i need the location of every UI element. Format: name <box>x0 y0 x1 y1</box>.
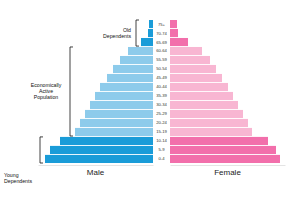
x-axis <box>171 165 286 166</box>
group-label-line: Dependents <box>4 178 32 184</box>
bar <box>80 119 153 127</box>
category-label: 20-24 <box>156 120 167 125</box>
chart: 0-4 5-9 10-14 15-19 20-24 25-29 30-34 35-39 40-4… <box>0 0 300 200</box>
category-label: 75+ <box>158 22 166 27</box>
category-label: 65-69 <box>156 40 167 45</box>
bar <box>149 20 153 28</box>
category-label: 25-29 <box>156 111 167 116</box>
bar <box>170 146 276 154</box>
bar <box>170 101 238 109</box>
bar <box>170 38 188 46</box>
group-label: YoungDependents <box>4 172 32 184</box>
category-label: 15-19 <box>156 129 167 134</box>
bar <box>45 155 153 163</box>
group-label: OldDependents <box>103 27 131 39</box>
bracket <box>40 137 43 163</box>
x-axis <box>39 165 154 166</box>
bar <box>120 56 153 64</box>
bar <box>50 146 153 154</box>
bracket <box>136 20 139 46</box>
bar <box>170 128 252 136</box>
category-label: 30-34 <box>156 102 167 107</box>
bar <box>107 74 153 82</box>
bars <box>45 20 280 163</box>
category-label: 40-44 <box>156 84 167 89</box>
category-label: 50-54 <box>156 66 167 71</box>
bar <box>75 128 153 136</box>
bar <box>170 83 228 91</box>
bar <box>85 110 153 118</box>
bar <box>170 20 177 28</box>
bar <box>170 92 233 100</box>
bar <box>170 29 178 37</box>
bar <box>170 119 248 127</box>
category-label: 60-64 <box>156 48 167 53</box>
bar <box>113 65 153 73</box>
bar <box>170 74 222 82</box>
bracket <box>70 47 73 136</box>
bar <box>170 155 280 163</box>
bar <box>100 83 153 91</box>
series-label: Male <box>87 168 105 177</box>
category-label: 45-49 <box>156 75 167 80</box>
bar <box>170 137 268 145</box>
bar <box>95 92 153 100</box>
group-label-line: Population <box>34 94 59 100</box>
category-label: 0-4 <box>158 156 165 161</box>
bar <box>90 101 153 109</box>
bar <box>141 38 153 46</box>
series-label: Female <box>214 168 241 177</box>
category-labels: 0-4 5-9 10-14 15-19 20-24 25-29 30-34 35-39 40-4… <box>156 22 167 162</box>
category-label: 70-74 <box>156 31 167 36</box>
group-label-line: Dependents <box>103 33 131 39</box>
bar <box>170 56 210 64</box>
bar <box>170 65 216 73</box>
bar <box>170 47 202 55</box>
axis-line <box>171 165 286 166</box>
bar <box>60 137 153 145</box>
bar <box>170 110 243 118</box>
category-label: 35-39 <box>156 93 167 98</box>
category-label: 10-14 <box>156 138 167 143</box>
bar <box>128 47 153 55</box>
category-label: 5-9 <box>158 147 165 152</box>
category-label: 55-59 <box>156 57 167 62</box>
axis-line <box>39 165 154 166</box>
group-label: EconomicallyActivePopulation <box>31 82 62 100</box>
bar <box>148 29 153 37</box>
